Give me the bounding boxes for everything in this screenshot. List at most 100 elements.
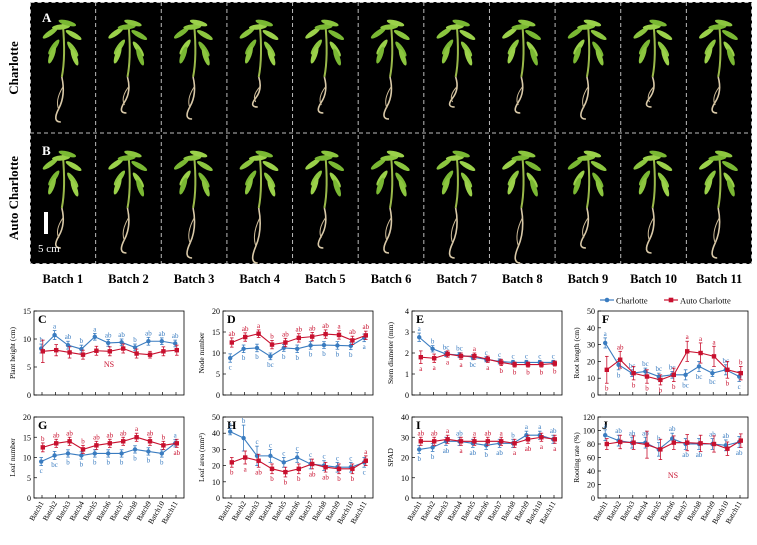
data-point: [54, 441, 59, 446]
plant-seedling: [436, 19, 476, 108]
significance-letter: bc: [709, 378, 716, 386]
significance-letter: b: [431, 338, 435, 346]
significance-letter: b: [726, 380, 730, 388]
y-tick-label: 10: [212, 349, 220, 358]
y-tick-label: 30: [587, 341, 595, 350]
data-point: [254, 345, 260, 351]
significance-letter: b: [242, 417, 246, 425]
panel-letter: C: [38, 312, 47, 326]
data-point: [323, 465, 328, 470]
plant-root-branch: [253, 86, 261, 103]
data-point: [132, 345, 138, 350]
panel-letter: F: [602, 312, 609, 326]
significance-letter: c: [269, 441, 272, 449]
data-point: [335, 343, 340, 348]
data-point: [618, 357, 623, 362]
significance-letter: c: [282, 450, 285, 458]
plant-root-branch: [319, 86, 326, 106]
significance-letter: a: [604, 422, 608, 430]
data-point: [295, 346, 300, 351]
plant-stem: [60, 23, 66, 78]
plant-leaf: [201, 48, 210, 66]
data-point: [161, 443, 166, 448]
significance-letter: a: [433, 364, 437, 372]
y-tick-label: 20: [212, 307, 220, 316]
significance-letter: a: [364, 448, 368, 456]
scale-bar-label: 5 cm: [38, 243, 60, 255]
data-point: [321, 342, 327, 348]
y-tick-label: 5: [27, 363, 31, 372]
plant-leaf: [65, 160, 82, 172]
significance-letter: ab: [309, 324, 316, 332]
plant-leaf: [656, 29, 673, 41]
plant-leaf: [714, 19, 733, 27]
plant-leaf: [441, 177, 450, 195]
plant-leaf: [196, 160, 213, 172]
data-point: [241, 435, 246, 441]
data-point: [52, 453, 57, 458]
plant-leaf: [267, 48, 276, 66]
significance-letter: ab: [106, 431, 113, 439]
significance-letter: a: [459, 447, 463, 455]
plant-leaf: [108, 158, 124, 170]
plant-leaf: [380, 155, 399, 161]
significance-letter: b: [336, 351, 340, 359]
plant-leaf: [244, 46, 253, 64]
plant-root: [711, 76, 721, 114]
significance-letter: b: [349, 351, 353, 359]
data-point: [94, 443, 99, 448]
plant-root: [383, 76, 393, 120]
plant-leaf: [577, 24, 596, 30]
legend-swatch-marker: [668, 297, 674, 303]
plant-leaf: [661, 179, 670, 197]
significance-letter: b: [133, 455, 137, 463]
significance-letter: ab: [669, 425, 676, 433]
plant-root: [514, 207, 524, 264]
panel-border: [30, 2, 752, 264]
significance-letter: b: [270, 475, 274, 483]
plant-leaf: [58, 19, 77, 27]
y-tick-label: 0: [27, 494, 31, 503]
plant-seedling: [305, 150, 345, 249]
panel-letter: D: [227, 312, 236, 326]
plant-leaf: [708, 155, 727, 161]
plant-seedling: [699, 150, 738, 259]
data-point: [173, 341, 178, 346]
y-tick-label: 20: [23, 413, 31, 422]
data-point: [147, 439, 153, 444]
data-point: [552, 437, 557, 442]
plant-stem: [257, 23, 262, 78]
plant-root: [120, 207, 130, 254]
significance-letter: b: [242, 354, 246, 362]
plant-leaf: [445, 155, 464, 161]
data-point: [485, 439, 490, 444]
y-tick-label: 0: [216, 494, 220, 503]
plant-leaf: [262, 29, 279, 41]
significance-letter: ab: [456, 429, 463, 437]
significance-letter: b: [617, 371, 621, 379]
data-point: [52, 332, 57, 338]
data-point: [656, 374, 661, 379]
data-point: [65, 342, 71, 348]
y-tick-label: 50: [212, 413, 220, 422]
data-point: [363, 333, 368, 338]
plant-leaf: [183, 155, 202, 161]
plant-leaf: [595, 179, 604, 197]
significance-letter: c: [255, 438, 258, 446]
data-point: [604, 441, 609, 447]
plant-leaf: [333, 48, 341, 66]
batch-label: Batch 8: [502, 272, 543, 286]
data-point: [658, 447, 663, 452]
plant-leaf: [722, 29, 738, 41]
plant-leaf: [305, 158, 321, 170]
batch-label: Batch 3: [174, 272, 215, 286]
y-axis-label: Root length (cm): [572, 327, 581, 379]
plant-leaf: [726, 179, 735, 197]
plant-leaf: [124, 150, 142, 158]
plant-seedling: [633, 19, 673, 108]
significance-letter: b: [605, 385, 609, 393]
significance-letter: a: [418, 325, 422, 333]
